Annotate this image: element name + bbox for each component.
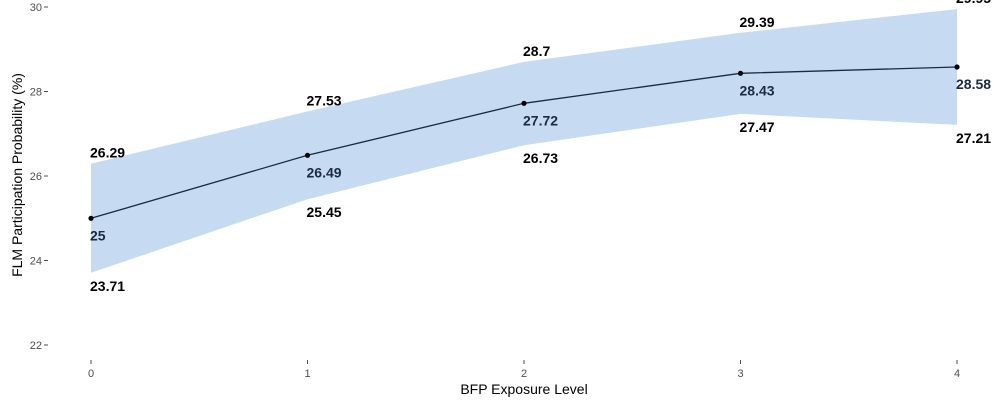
y-tick-label: 28 <box>30 87 42 99</box>
mean-label: 25 <box>90 227 106 243</box>
upper-bound-label: 26.29 <box>90 145 125 161</box>
lower-bound-label: 25.45 <box>307 204 342 220</box>
y-tick-label: 22 <box>30 340 42 352</box>
x-tick-label: 0 <box>88 368 94 380</box>
lower-bound-label: 23.71 <box>90 278 125 294</box>
x-tick-label: 3 <box>737 368 743 380</box>
x-tick-label: 4 <box>954 368 960 380</box>
mean-label: 28.58 <box>956 76 991 92</box>
upper-bound-label: 29.39 <box>740 14 775 30</box>
data-point <box>88 215 94 221</box>
data-point <box>737 70 744 76</box>
lower-bound-label: 27.47 <box>740 119 775 135</box>
y-tick-label: 30 <box>30 2 42 14</box>
data-point <box>954 64 960 70</box>
x-tick-label: 1 <box>304 368 310 380</box>
point-layer <box>88 64 960 221</box>
upper-bound-label: 29.95 <box>956 0 991 6</box>
y-tick-label: 24 <box>30 256 42 268</box>
data-point <box>521 100 527 106</box>
mean-label: 27.72 <box>523 112 558 128</box>
x-tick-label: 2 <box>521 368 527 380</box>
upper-bound-label: 27.53 <box>307 92 342 108</box>
mean-label: 26.49 <box>307 164 342 180</box>
upper-bound-label: 28.7 <box>523 43 550 59</box>
lower-bound-label: 27.21 <box>956 130 991 146</box>
mean-label: 28.43 <box>740 82 775 98</box>
y-tick-label: 26 <box>30 171 42 183</box>
data-label-layer: 26.29 25 23.71 27.53 26.49 25.45 28.7 27.72 26.7… <box>90 0 991 294</box>
y-axis-title: FLM Participation Probability (%) <box>9 73 25 277</box>
lower-bound-label: 26.73 <box>523 150 558 166</box>
x-axis-title: BFP Exposure Level <box>460 381 587 397</box>
axis-layer: 22 24 26 28 30 0 1 2 3 4 <box>30 2 960 380</box>
data-point <box>304 152 311 158</box>
